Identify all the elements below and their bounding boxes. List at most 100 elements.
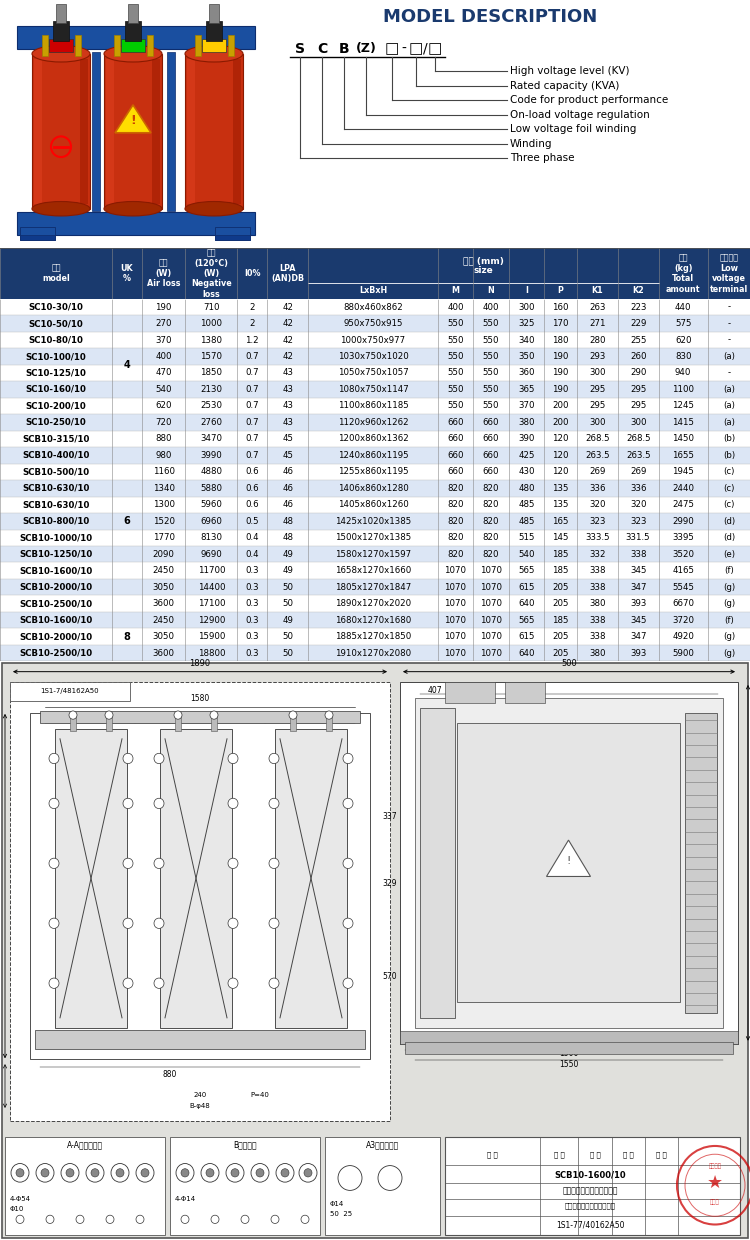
- Circle shape: [269, 978, 279, 988]
- Bar: [405, 1042, 733, 1054]
- Text: 0.3: 0.3: [245, 583, 259, 591]
- Text: 0.7: 0.7: [245, 451, 259, 460]
- Text: 审 核: 审 核: [590, 1151, 600, 1157]
- Text: 550: 550: [483, 384, 500, 394]
- Text: 540: 540: [518, 549, 535, 559]
- Bar: [17, 212, 255, 234]
- Text: 0.3: 0.3: [245, 599, 259, 608]
- Text: 300: 300: [518, 303, 535, 311]
- Text: (a): (a): [723, 352, 735, 361]
- Polygon shape: [547, 841, 590, 877]
- Circle shape: [111, 1163, 129, 1182]
- Text: 1030x750x1020: 1030x750x1020: [338, 352, 408, 361]
- Bar: [209, 4, 219, 22]
- Text: 338: 338: [589, 632, 605, 641]
- Circle shape: [154, 799, 164, 808]
- Bar: [0, 299, 750, 315]
- Text: 46: 46: [282, 500, 293, 510]
- Text: 45: 45: [282, 434, 293, 444]
- Text: 50: 50: [282, 599, 293, 608]
- Bar: [106, 715, 112, 730]
- Text: 820: 820: [483, 500, 500, 510]
- Text: SCB10-2000/10: SCB10-2000/10: [20, 632, 92, 641]
- Text: 48: 48: [282, 517, 293, 526]
- Text: 325: 325: [518, 319, 535, 329]
- Text: 室外光伏逆变系统嵌入式图: 室外光伏逆变系统嵌入式图: [565, 1203, 616, 1209]
- Text: 1.2: 1.2: [245, 336, 259, 345]
- Text: 485: 485: [518, 500, 535, 510]
- Circle shape: [123, 753, 133, 764]
- Bar: [55, 729, 127, 1028]
- Circle shape: [343, 978, 353, 988]
- Text: 8: 8: [124, 631, 130, 641]
- Text: (a): (a): [723, 384, 735, 394]
- Text: 1S1-77/40162A50: 1S1-77/40162A50: [556, 1220, 624, 1229]
- Bar: [0, 430, 750, 448]
- Text: 1070: 1070: [445, 649, 466, 657]
- Circle shape: [269, 918, 279, 929]
- Text: 2475: 2475: [672, 500, 694, 510]
- Circle shape: [301, 1215, 309, 1224]
- Text: (c): (c): [723, 467, 734, 476]
- Text: 3600: 3600: [153, 649, 175, 657]
- Text: 42: 42: [282, 303, 293, 311]
- Text: 0.4: 0.4: [245, 533, 259, 542]
- Text: 820: 820: [483, 517, 500, 526]
- Text: 11700: 11700: [197, 567, 225, 575]
- Text: (g): (g): [723, 632, 735, 641]
- Text: C: C: [316, 42, 327, 56]
- Text: 50: 50: [282, 649, 293, 657]
- Text: 300: 300: [589, 368, 605, 377]
- Ellipse shape: [104, 201, 162, 216]
- Text: 1520: 1520: [153, 517, 175, 526]
- Text: 总量
(kg)
Total
amount: 总量 (kg) Total amount: [666, 253, 700, 294]
- Circle shape: [269, 753, 279, 764]
- Text: 263.5: 263.5: [626, 451, 650, 460]
- Text: 1406x860x1280: 1406x860x1280: [338, 484, 408, 492]
- Text: 940: 940: [675, 368, 692, 377]
- Text: 370: 370: [155, 336, 172, 345]
- Text: 320: 320: [630, 500, 646, 510]
- Bar: [0, 315, 750, 332]
- Text: SC10-125/10: SC10-125/10: [26, 368, 86, 377]
- Text: 检 查: 检 查: [554, 1151, 564, 1157]
- Text: 300: 300: [630, 418, 646, 427]
- Bar: [685, 713, 717, 1013]
- Text: 0.6: 0.6: [245, 500, 259, 510]
- Text: 1890: 1890: [190, 658, 211, 667]
- Text: 300: 300: [0, 1079, 1, 1092]
- Text: 1680x1270x1680: 1680x1270x1680: [334, 615, 411, 625]
- Text: SC10-100/10: SC10-100/10: [26, 352, 86, 361]
- Text: 250: 250: [194, 715, 206, 722]
- Text: 495: 495: [83, 715, 97, 722]
- Circle shape: [281, 1168, 289, 1177]
- Circle shape: [91, 1168, 99, 1177]
- Text: 271: 271: [589, 319, 605, 329]
- Text: 338: 338: [589, 583, 605, 591]
- Text: Three phase: Three phase: [510, 153, 574, 164]
- Bar: [185, 53, 243, 208]
- Text: 320: 320: [589, 500, 605, 510]
- Text: 190: 190: [155, 303, 172, 311]
- Text: 1500x1270x1385: 1500x1270x1385: [334, 533, 411, 542]
- Bar: [0, 414, 750, 430]
- Text: 1080x750x1147: 1080x750x1147: [338, 384, 408, 394]
- Circle shape: [343, 918, 353, 929]
- Bar: [53, 21, 69, 41]
- Text: A-A立面接线图: A-A立面接线图: [67, 1141, 103, 1149]
- Text: 0.6: 0.6: [245, 484, 259, 492]
- Text: 720: 720: [155, 418, 172, 427]
- Text: Φ10: Φ10: [10, 1207, 24, 1211]
- Bar: [167, 52, 175, 211]
- Text: 6: 6: [124, 516, 130, 526]
- Text: 820: 820: [483, 533, 500, 542]
- Text: 120: 120: [552, 434, 568, 444]
- Bar: [202, 40, 226, 52]
- Text: 1450: 1450: [672, 434, 694, 444]
- Circle shape: [16, 1168, 24, 1177]
- Bar: [0, 629, 750, 645]
- Text: !: !: [130, 114, 136, 128]
- Bar: [0, 248, 750, 299]
- Text: 1570: 1570: [200, 352, 222, 361]
- Bar: [0, 496, 750, 513]
